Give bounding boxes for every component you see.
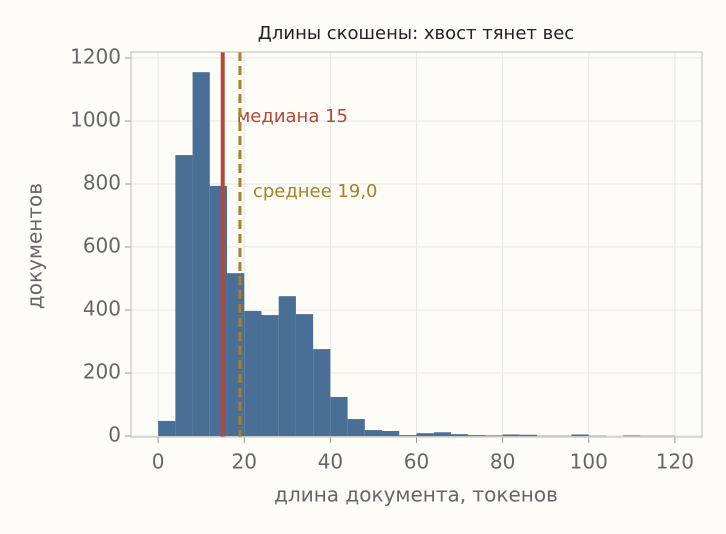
bar <box>571 434 589 437</box>
bar <box>192 72 210 437</box>
bar <box>347 419 365 437</box>
bar <box>244 310 262 437</box>
bar <box>158 420 176 437</box>
y-tick-label: 1000 <box>70 107 121 131</box>
bar <box>330 396 348 437</box>
y-tick-label: 800 <box>83 171 121 195</box>
bar <box>433 432 451 437</box>
bar <box>450 434 469 437</box>
bar <box>295 314 314 437</box>
y-tick-label: 600 <box>83 234 121 258</box>
x-axis-label: длина документа, токенов <box>274 483 558 507</box>
x-tick-label: 100 <box>570 450 608 474</box>
bar <box>382 431 400 437</box>
bar <box>399 435 417 437</box>
plot-frame <box>130 51 703 438</box>
bar <box>278 296 296 437</box>
bar <box>416 433 434 437</box>
x-tick-label: 0 <box>152 450 165 474</box>
x-tick-label: 60 <box>404 450 429 474</box>
bar <box>485 435 503 437</box>
chart-title: Длины скошены: хвост тянет вес <box>258 23 574 44</box>
y-tick-label: 1200 <box>70 44 121 68</box>
bar <box>364 430 383 437</box>
bar <box>175 155 193 437</box>
bar <box>502 434 520 437</box>
y-tick-label: 200 <box>83 360 121 384</box>
bar <box>519 434 538 437</box>
annotation: медиана 15 <box>237 106 348 127</box>
bar <box>261 315 279 437</box>
bar <box>623 435 641 437</box>
bar <box>468 435 486 437</box>
bar <box>227 273 245 437</box>
annotation: среднее 19,0 <box>253 181 378 202</box>
y-tick-label: 0 <box>108 423 121 447</box>
x-tick-label: 120 <box>656 450 694 474</box>
bar <box>313 349 331 437</box>
y-tick-label: 400 <box>83 297 121 321</box>
y-axis-label: документов <box>23 183 47 309</box>
x-tick-label: 40 <box>318 450 343 474</box>
x-tick-label: 20 <box>232 450 257 474</box>
x-tick-label: 80 <box>490 450 515 474</box>
